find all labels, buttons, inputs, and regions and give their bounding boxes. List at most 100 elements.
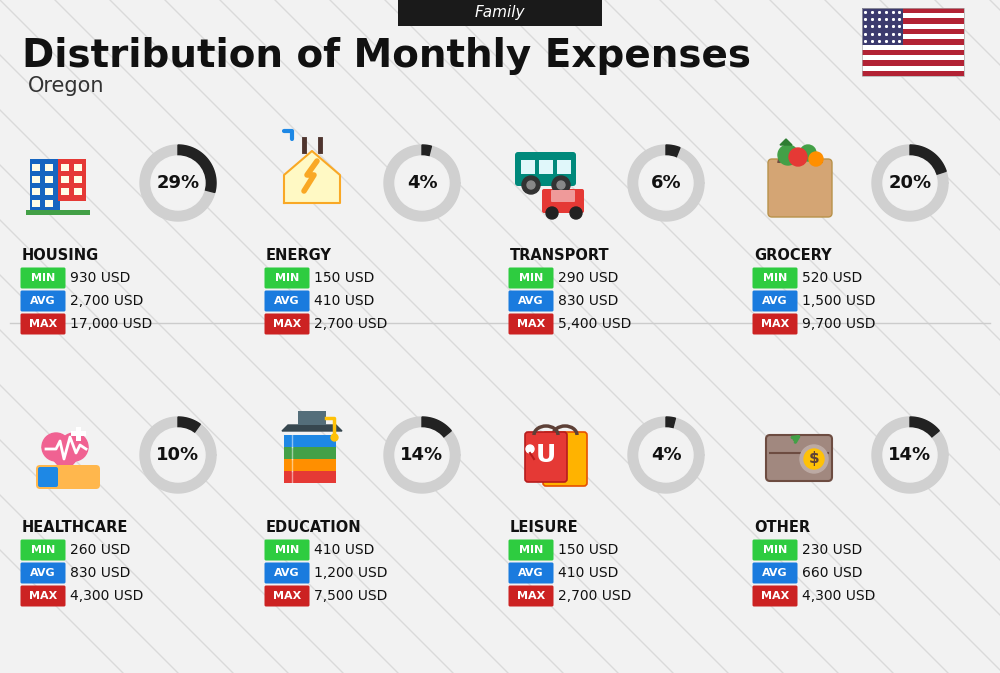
Circle shape bbox=[804, 449, 824, 469]
FancyBboxPatch shape bbox=[284, 435, 336, 447]
FancyBboxPatch shape bbox=[74, 164, 82, 171]
FancyBboxPatch shape bbox=[557, 160, 571, 174]
FancyBboxPatch shape bbox=[509, 314, 554, 334]
Text: 4,300 USD: 4,300 USD bbox=[70, 589, 143, 603]
Circle shape bbox=[639, 428, 693, 482]
Text: MAX: MAX bbox=[273, 319, 301, 329]
Circle shape bbox=[395, 428, 449, 482]
Text: U: U bbox=[536, 443, 556, 467]
FancyBboxPatch shape bbox=[61, 188, 69, 195]
Polygon shape bbox=[284, 151, 340, 203]
Circle shape bbox=[883, 156, 937, 210]
FancyBboxPatch shape bbox=[20, 586, 66, 606]
Text: 14%: 14% bbox=[400, 446, 444, 464]
Text: MIN: MIN bbox=[31, 273, 55, 283]
FancyBboxPatch shape bbox=[264, 267, 310, 289]
FancyBboxPatch shape bbox=[32, 188, 40, 195]
Polygon shape bbox=[872, 145, 948, 221]
Circle shape bbox=[778, 145, 798, 165]
FancyBboxPatch shape bbox=[20, 540, 66, 561]
FancyBboxPatch shape bbox=[862, 29, 964, 34]
FancyBboxPatch shape bbox=[862, 40, 964, 44]
Circle shape bbox=[639, 156, 693, 210]
FancyBboxPatch shape bbox=[45, 164, 53, 171]
FancyBboxPatch shape bbox=[20, 267, 66, 289]
Text: $: $ bbox=[809, 452, 819, 466]
Circle shape bbox=[883, 428, 937, 482]
Text: 1,500 USD: 1,500 USD bbox=[802, 294, 876, 308]
Text: 2,700 USD: 2,700 USD bbox=[314, 317, 387, 331]
FancyBboxPatch shape bbox=[61, 164, 69, 171]
FancyBboxPatch shape bbox=[509, 291, 554, 312]
Text: 5,400 USD: 5,400 USD bbox=[558, 317, 631, 331]
FancyBboxPatch shape bbox=[264, 314, 310, 334]
Text: AVG: AVG bbox=[274, 296, 300, 306]
Text: OTHER: OTHER bbox=[754, 520, 810, 534]
Circle shape bbox=[552, 176, 570, 194]
FancyBboxPatch shape bbox=[284, 447, 336, 459]
Circle shape bbox=[522, 176, 540, 194]
FancyBboxPatch shape bbox=[509, 540, 554, 561]
Text: MAX: MAX bbox=[29, 591, 57, 601]
Text: AVG: AVG bbox=[518, 296, 544, 306]
Text: 150 USD: 150 USD bbox=[558, 543, 618, 557]
FancyBboxPatch shape bbox=[30, 159, 60, 213]
FancyBboxPatch shape bbox=[862, 8, 964, 13]
FancyBboxPatch shape bbox=[521, 160, 535, 174]
Circle shape bbox=[809, 152, 823, 166]
Polygon shape bbox=[628, 417, 704, 493]
FancyBboxPatch shape bbox=[76, 427, 81, 441]
FancyBboxPatch shape bbox=[20, 291, 66, 312]
Polygon shape bbox=[666, 145, 680, 158]
Text: AVG: AVG bbox=[762, 296, 788, 306]
Polygon shape bbox=[178, 145, 216, 192]
FancyBboxPatch shape bbox=[862, 13, 964, 18]
Text: 830 USD: 830 USD bbox=[70, 566, 130, 580]
Text: MIN: MIN bbox=[275, 273, 299, 283]
FancyBboxPatch shape bbox=[753, 314, 798, 334]
Text: AVG: AVG bbox=[274, 568, 300, 578]
FancyBboxPatch shape bbox=[36, 465, 100, 489]
FancyBboxPatch shape bbox=[753, 563, 798, 583]
Text: HEALTHCARE: HEALTHCARE bbox=[22, 520, 128, 534]
Text: 930 USD: 930 USD bbox=[70, 271, 130, 285]
Polygon shape bbox=[178, 417, 200, 433]
FancyBboxPatch shape bbox=[264, 540, 310, 561]
FancyBboxPatch shape bbox=[264, 291, 310, 312]
Polygon shape bbox=[872, 417, 948, 493]
FancyBboxPatch shape bbox=[74, 188, 82, 195]
Text: 17,000 USD: 17,000 USD bbox=[70, 317, 152, 331]
Circle shape bbox=[526, 445, 534, 453]
FancyBboxPatch shape bbox=[284, 471, 336, 483]
Circle shape bbox=[557, 181, 565, 189]
FancyBboxPatch shape bbox=[862, 44, 964, 50]
FancyBboxPatch shape bbox=[753, 586, 798, 606]
Text: 6%: 6% bbox=[651, 174, 681, 192]
FancyBboxPatch shape bbox=[61, 176, 69, 183]
FancyBboxPatch shape bbox=[862, 71, 964, 76]
Text: AVG: AVG bbox=[30, 568, 56, 578]
Circle shape bbox=[395, 156, 449, 210]
Polygon shape bbox=[140, 417, 216, 493]
Circle shape bbox=[546, 207, 558, 219]
Text: 14%: 14% bbox=[888, 446, 932, 464]
Text: 290 USD: 290 USD bbox=[558, 271, 618, 285]
FancyBboxPatch shape bbox=[753, 267, 798, 289]
Polygon shape bbox=[910, 417, 939, 438]
Text: 9,700 USD: 9,700 USD bbox=[802, 317, 876, 331]
FancyBboxPatch shape bbox=[509, 586, 554, 606]
Text: 520 USD: 520 USD bbox=[802, 271, 862, 285]
Circle shape bbox=[789, 148, 807, 166]
Polygon shape bbox=[140, 145, 216, 221]
FancyBboxPatch shape bbox=[284, 459, 336, 471]
Text: MAX: MAX bbox=[273, 591, 301, 601]
Circle shape bbox=[60, 433, 88, 461]
Text: MIN: MIN bbox=[31, 545, 55, 555]
Text: 150 USD: 150 USD bbox=[314, 271, 374, 285]
FancyBboxPatch shape bbox=[862, 18, 964, 24]
FancyBboxPatch shape bbox=[862, 34, 964, 40]
FancyBboxPatch shape bbox=[509, 267, 554, 289]
FancyBboxPatch shape bbox=[862, 65, 964, 71]
Text: 410 USD: 410 USD bbox=[314, 294, 374, 308]
FancyBboxPatch shape bbox=[862, 24, 964, 29]
